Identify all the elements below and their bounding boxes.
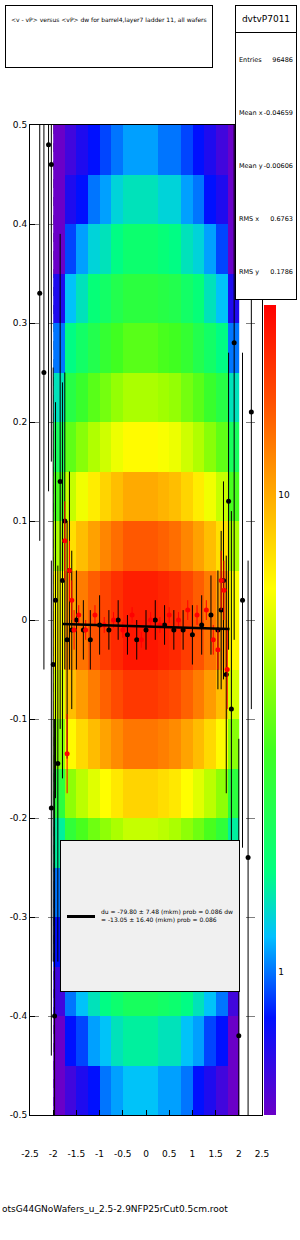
svg-text:-2.5: -2.5 xyxy=(21,1149,39,1159)
svg-text:-0.3: -0.3 xyxy=(10,912,28,922)
html-text:Mean x -0.04659: Mean x -0.04659 xyxy=(239,108,293,117)
svg-text:0: 0 xyxy=(143,1149,149,1159)
svg-text:2: 2 xyxy=(236,1149,242,1159)
svg-text:0.3: 0.3 xyxy=(13,318,27,328)
svg-text:-1: -1 xyxy=(95,1149,104,1159)
html-text:0.6763: 0.6763 xyxy=(270,215,293,224)
html-text:RMS x: RMS x xyxy=(239,215,260,224)
svg-text:-0.5: -0.5 xyxy=(114,1149,132,1159)
html-text:du = -79.80 ± 7.48 (mkm) prob: du = -79.80 ± 7.48 (mkm) prob = 0.086 dw… xyxy=(101,907,233,923)
html-text:dvtvP7011: dvtvP7011 xyxy=(241,14,291,24)
svg-text:0.2: 0.2 xyxy=(13,417,27,427)
svg-text:1: 1 xyxy=(190,1149,196,1159)
svg-text:0.5: 0.5 xyxy=(162,1149,176,1159)
html-text:0.1786: 0.1786 xyxy=(270,268,293,277)
html-text:otsG44GNoWafers_u_2.5-2.9NFP25: otsG44GNoWafers_u_2.5-2.9NFP25rCut0.5cm.… xyxy=(2,1204,228,1214)
svg-text:-2: -2 xyxy=(49,1149,58,1159)
svg-text:0.1: 0.1 xyxy=(13,516,27,526)
html-text:<v - vP> versus <vP> dw for ba: <v - vP> versus <vP> dw for barrel4,laye… xyxy=(11,16,207,23)
svg-text:1.5: 1.5 xyxy=(208,1149,222,1159)
svg-text:1: 1 xyxy=(278,967,284,977)
svg-text:2.5: 2.5 xyxy=(255,1149,269,1159)
svg-text:0: 0 xyxy=(21,615,27,625)
html-text:RMS y: RMS y xyxy=(239,268,260,277)
svg-text:-0.1: -0.1 xyxy=(10,714,28,724)
html-text:96486: 96486 xyxy=(272,55,293,64)
svg-text:-0.2: -0.2 xyxy=(10,813,28,823)
svg-text:-0.5: -0.5 xyxy=(10,1110,28,1120)
svg-text:-1.5: -1.5 xyxy=(68,1149,86,1159)
svg-text:-0.4: -0.4 xyxy=(10,1011,28,1021)
svg-text:10: 10 xyxy=(278,490,290,500)
html-text:Mean y -0.00606: Mean y -0.00606 xyxy=(239,162,293,170)
html-text:Entries: Entries xyxy=(239,55,262,64)
svg-text:0.4: 0.4 xyxy=(13,219,28,229)
svg-text:0.5: 0.5 xyxy=(13,120,27,130)
